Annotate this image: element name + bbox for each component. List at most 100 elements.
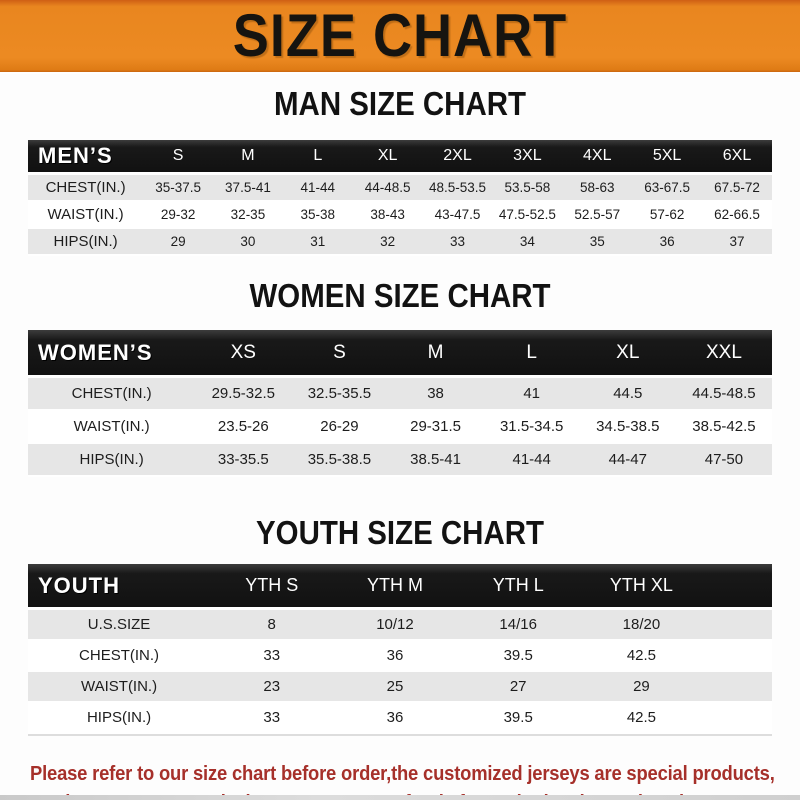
youth-size-cell: 33 — [210, 703, 334, 734]
women-column-header: XXL — [675, 330, 772, 378]
youth-size-cell: 27 — [456, 672, 580, 703]
women-column-header: S — [291, 330, 388, 378]
men-row-label: HIPS(IN.) — [28, 229, 144, 256]
men-table-row: WAIST(IN.) 29-32 32-35 35-38 38-43 43-47.5 47.… — [28, 202, 772, 229]
youth-filler-cell — [703, 672, 772, 703]
women-size-cell: 38 — [387, 378, 484, 411]
men-size-cell: 29-32 — [143, 202, 214, 229]
youth-row-label: HIPS(IN.) — [28, 703, 211, 734]
youth-section-heading: YOUTH SIZE CHART — [256, 513, 544, 552]
men-row-label: CHEST(IN.) — [28, 175, 144, 202]
youth-size-cell: 10/12 — [333, 610, 457, 641]
youth-size-cell: 36 — [333, 641, 457, 672]
men-size-cell: 43-47.5 — [422, 202, 493, 229]
men-size-cell: 36 — [632, 229, 703, 256]
men-size-cell: 30 — [213, 229, 283, 256]
youth-table-row: HIPS(IN.) 33 36 39.5 42.5 — [28, 703, 772, 734]
women-size-cell: 29.5-32.5 — [195, 378, 292, 411]
men-column-header: M — [213, 140, 283, 175]
page-title: SIZE CHART — [232, 2, 568, 70]
women-row-label: CHEST(IN.) — [28, 378, 196, 411]
women-size-cell: 44-47 — [579, 444, 676, 477]
men-size-cell: 34 — [492, 229, 563, 256]
women-size-cell: 38.5-42.5 — [675, 411, 772, 444]
youth-table-row: WAIST(IN.) 23 25 27 29 — [28, 672, 772, 703]
bottom-divider — [0, 795, 800, 800]
youth-row-label: CHEST(IN.) — [28, 641, 211, 672]
men-size-cell: 29 — [143, 229, 214, 256]
women-size-cell: 34.5-38.5 — [579, 411, 676, 444]
men-size-cell: 41-44 — [282, 175, 353, 202]
youth-filler-cell — [703, 703, 772, 734]
youth-corner-label: YOUTH — [28, 564, 211, 610]
youth-size-cell: 39.5 — [456, 703, 580, 734]
men-column-header: 3XL — [492, 140, 563, 175]
disclaimer: Please refer to our size chart before or… — [0, 760, 800, 800]
men-size-cell: 48.5-53.5 — [422, 175, 493, 202]
women-row-label: WAIST(IN.) — [28, 411, 196, 444]
men-section: MAN SIZE CHART MEN’S S M L XL 2XL 3XL 4XL 5XL 6XL… — [0, 84, 800, 256]
men-corner-label: MEN’S — [28, 140, 144, 175]
women-table-row: CHEST(IN.) 29.5-32.5 32.5-35.5 38 41 44.5 44.5… — [28, 378, 772, 411]
youth-size-cell: 29 — [579, 672, 704, 703]
men-size-cell: 32 — [352, 229, 423, 256]
men-size-cell: 57-62 — [632, 202, 703, 229]
men-size-cell: 35-38 — [282, 202, 353, 229]
youth-column-header: YTH L — [456, 564, 580, 610]
women-size-cell: 47-50 — [675, 444, 772, 477]
youth-table-row: U.S.SIZE 8 10/12 14/16 18/20 — [28, 610, 772, 641]
men-size-cell: 38-43 — [352, 202, 423, 229]
men-column-header: 6XL — [702, 140, 772, 175]
men-table-row: HIPS(IN.) 29 30 31 32 33 34 35 36 37 — [28, 229, 772, 256]
youth-size-cell: 42.5 — [579, 641, 704, 672]
youth-column-header: YTH M — [333, 564, 457, 610]
men-row-label: WAIST(IN.) — [28, 202, 144, 229]
men-size-cell: 37.5-41 — [213, 175, 283, 202]
youth-size-cell: 33 — [210, 641, 334, 672]
men-size-cell: 33 — [422, 229, 493, 256]
youth-filler-cell — [703, 610, 772, 641]
women-section-heading: WOMEN SIZE CHART — [249, 276, 551, 315]
men-size-cell: 62-66.5 — [702, 202, 772, 229]
youth-size-cell: 18/20 — [579, 610, 704, 641]
youth-size-cell: 14/16 — [456, 610, 580, 641]
youth-row-label: U.S.SIZE — [28, 610, 211, 641]
men-size-cell: 44-48.5 — [352, 175, 423, 202]
women-column-header: XS — [195, 330, 292, 378]
men-column-header: S — [143, 140, 214, 175]
women-size-cell: 41-44 — [483, 444, 580, 477]
disclaimer-line-1: Please refer to our size chart before or… — [30, 763, 775, 785]
women-table-row: HIPS(IN.) 33-35.5 35.5-38.5 38.5-41 41-44 44-… — [28, 444, 772, 477]
men-size-cell: 37 — [702, 229, 772, 256]
youth-size-cell: 23 — [210, 672, 334, 703]
youth-size-cell: 8 — [210, 610, 334, 641]
women-corner-label: WOMEN’S — [28, 330, 196, 378]
youth-size-cell: 39.5 — [456, 641, 580, 672]
men-size-table: MEN’S S M L XL 2XL 3XL 4XL 5XL 6XL CHEST(IN.) 35-37… — [28, 140, 772, 256]
women-table-row: WAIST(IN.) 23.5-26 26-29 29-31.5 31.5-34.5 34… — [28, 411, 772, 444]
women-column-header: L — [483, 330, 580, 378]
women-size-cell: 44.5-48.5 — [675, 378, 772, 411]
women-size-cell: 35.5-38.5 — [291, 444, 388, 477]
youth-header-row: YOUTH YTH S YTH M YTH L YTH XL — [28, 564, 772, 610]
men-size-cell: 31 — [282, 229, 353, 256]
men-section-heading: MAN SIZE CHART — [274, 84, 526, 123]
men-size-cell: 32-35 — [213, 202, 283, 229]
men-size-cell: 35-37.5 — [143, 175, 214, 202]
women-header-row: WOMEN’S XS S M L XL XXL — [28, 330, 772, 378]
men-size-cell: 63-67.5 — [632, 175, 703, 202]
men-size-cell: 67.5-72 — [702, 175, 772, 202]
men-size-cell: 58-63 — [562, 175, 633, 202]
men-column-header: 5XL — [632, 140, 703, 175]
men-column-header: 4XL — [562, 140, 633, 175]
men-size-cell: 35 — [562, 229, 633, 256]
youth-row-label: WAIST(IN.) — [28, 672, 211, 703]
women-size-cell: 33-35.5 — [195, 444, 292, 477]
men-header-row: MEN’S S M L XL 2XL 3XL 4XL 5XL 6XL — [28, 140, 772, 175]
men-column-header: XL — [352, 140, 423, 175]
women-row-label: HIPS(IN.) — [28, 444, 196, 477]
men-size-cell: 53.5-58 — [492, 175, 563, 202]
women-size-cell: 41 — [483, 378, 580, 411]
men-table-row: CHEST(IN.) 35-37.5 37.5-41 41-44 44-48.5 48.5… — [28, 175, 772, 202]
